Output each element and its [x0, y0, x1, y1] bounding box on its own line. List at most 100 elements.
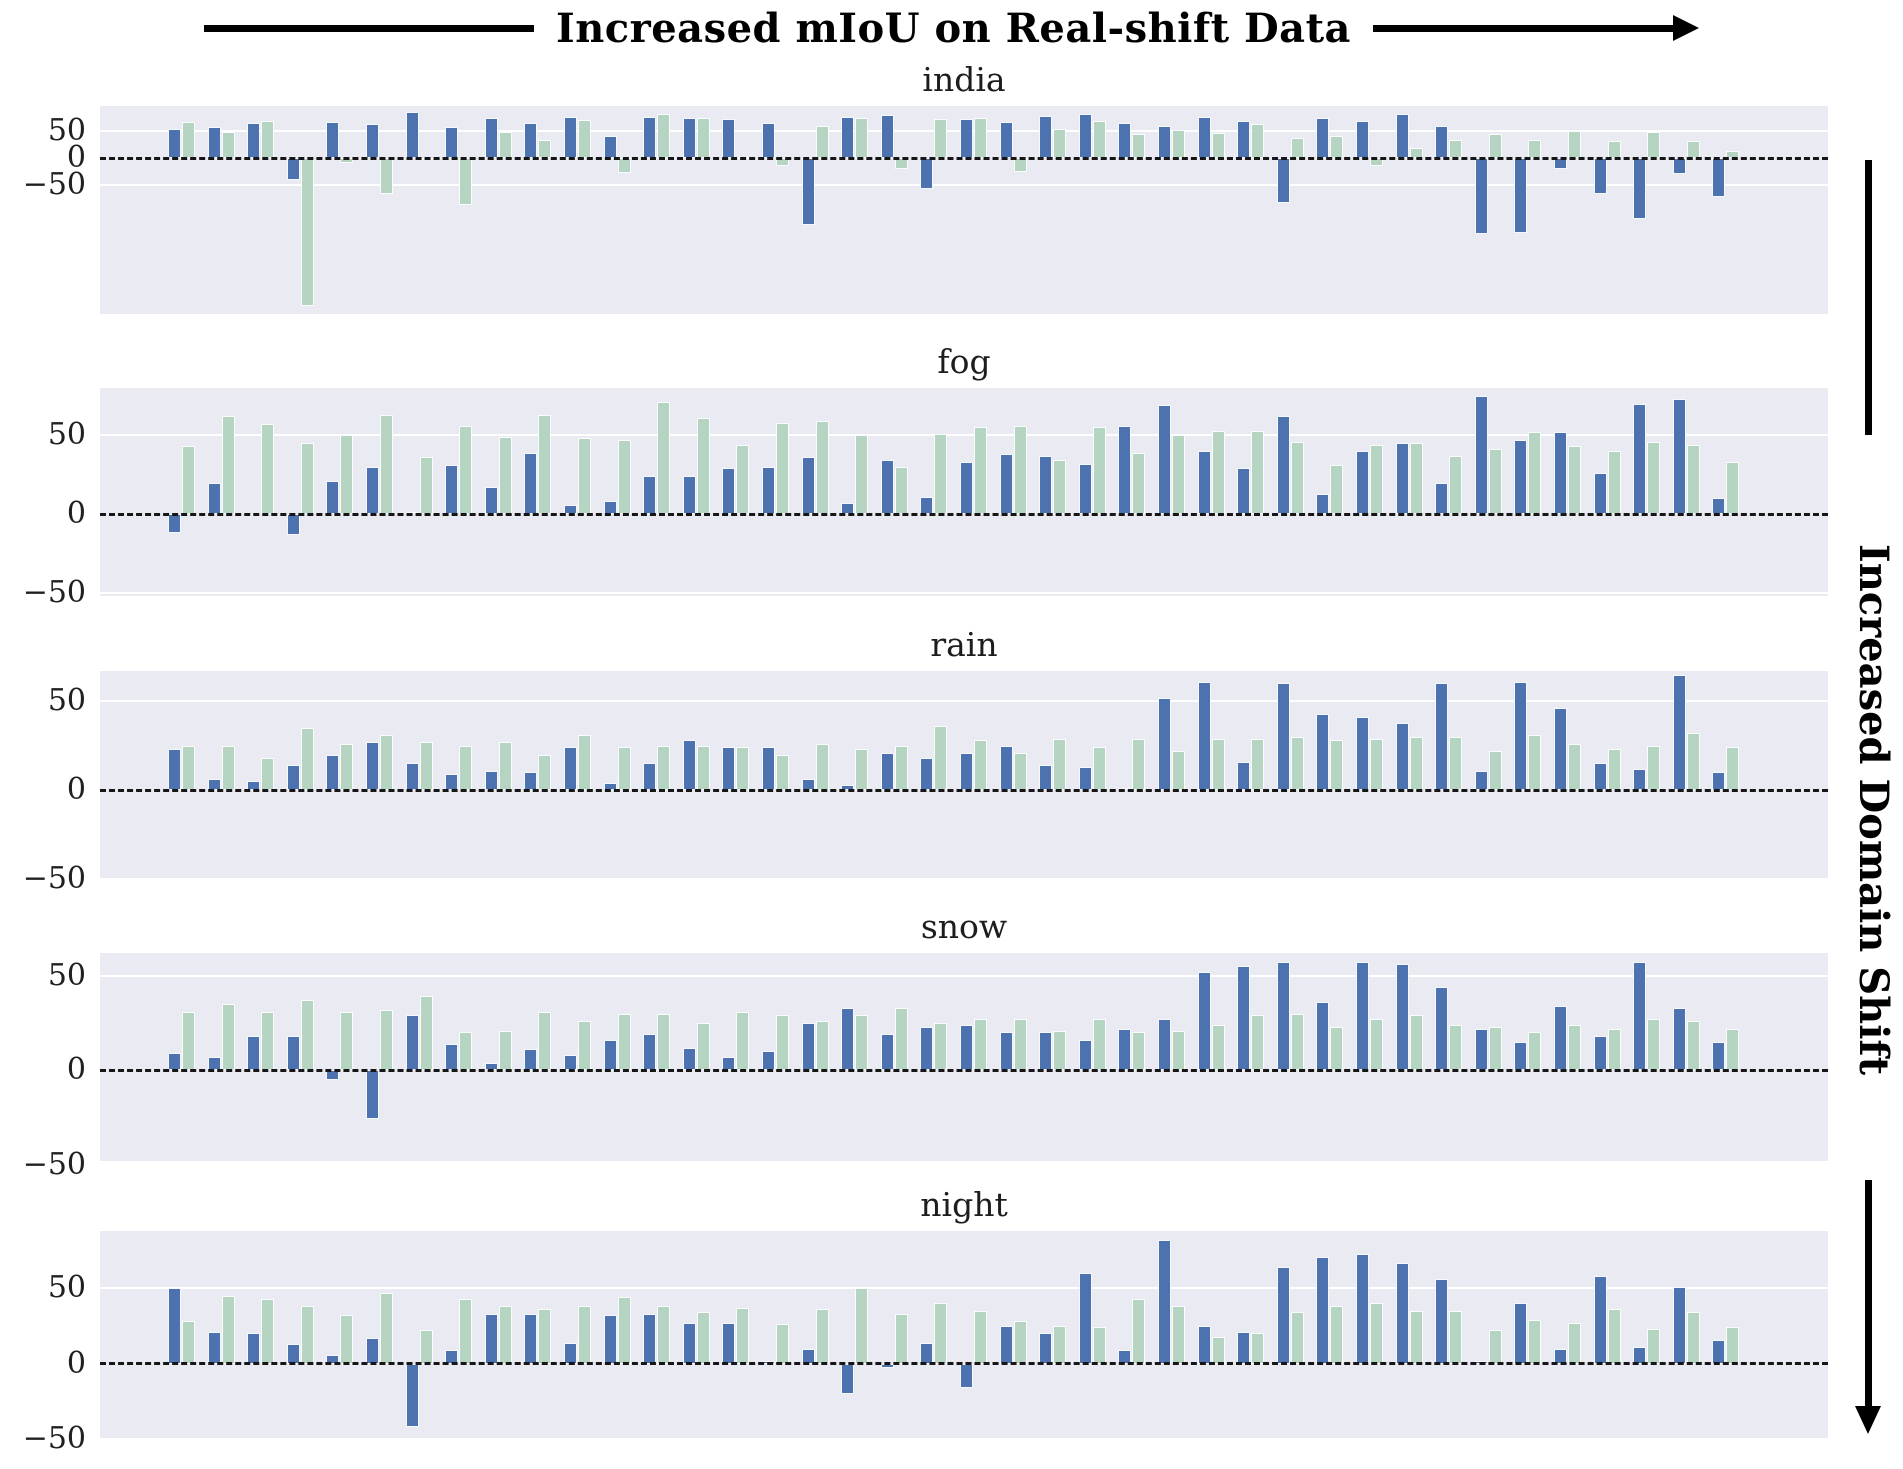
bar-blue-fog-2 [207, 482, 221, 515]
subplot-title-night: night [920, 1185, 1008, 1224]
gridline-y50 [100, 1287, 1828, 1290]
bar-green-fog-25 [1132, 452, 1146, 515]
bar-blue-night-4 [286, 1344, 300, 1364]
bar-blue-snow-40 [1712, 1041, 1726, 1071]
bar-green-night-32 [1409, 1310, 1423, 1364]
bar-blue-night-11 [564, 1342, 577, 1364]
bar-blue-fog-38 [1633, 403, 1647, 515]
bar-green-snow-16 [776, 1015, 789, 1071]
bar-green-fog-38 [1647, 441, 1661, 515]
bar-blue-snow-22 [999, 1032, 1013, 1071]
bar-green-india-11 [578, 119, 591, 159]
bar-blue-india-21 [960, 119, 973, 159]
bar-green-night-22 [1013, 1321, 1027, 1364]
bar-green-fog-29 [1290, 441, 1304, 515]
bar-green-rain-17 [815, 743, 829, 791]
bar-green-snow-22 [1013, 1019, 1027, 1071]
bar-green-fog-27 [1211, 430, 1225, 515]
bar-blue-snow-19 [880, 1034, 894, 1071]
bar-green-night-15 [736, 1307, 750, 1364]
bar-blue-rain-37 [1593, 763, 1607, 791]
bar-blue-india-11 [564, 116, 577, 159]
bar-green-rain-21 [974, 740, 987, 791]
bar-green-snow-6 [380, 1009, 393, 1071]
bar-green-fog-8 [459, 425, 473, 515]
bar-green-india-29 [1290, 138, 1304, 159]
bar-green-india-22 [1013, 158, 1027, 173]
bar-green-snow-8 [459, 1032, 473, 1071]
bar-green-rain-36 [1568, 743, 1581, 791]
bar-green-fog-23 [1053, 460, 1067, 515]
bar-green-snow-39 [1686, 1021, 1700, 1071]
zero-dashed-line [100, 1068, 1828, 1072]
bar-green-snow-27 [1211, 1024, 1225, 1071]
gridline-y-50 [100, 1438, 1828, 1440]
bar-green-night-6 [380, 1292, 393, 1364]
bar-blue-fog-21 [960, 462, 973, 515]
bar-blue-night-22 [999, 1325, 1013, 1364]
bar-blue-india-3 [247, 123, 261, 159]
bar-green-snow-40 [1726, 1028, 1740, 1071]
bar-blue-india-34 [1474, 158, 1488, 235]
bar-blue-india-5 [326, 121, 340, 159]
bar-blue-night-14 [682, 1322, 696, 1364]
bar-blue-india-37 [1593, 158, 1607, 195]
bar-blue-snow-7 [405, 1015, 419, 1071]
bar-blue-night-38 [1633, 1347, 1647, 1364]
bar-blue-snow-16 [762, 1051, 775, 1071]
bar-blue-fog-4 [286, 514, 300, 535]
bar-green-snow-28 [1251, 1015, 1265, 1071]
ytick-label: 0 [66, 1052, 86, 1088]
gridline-y50 [100, 974, 1828, 977]
bar-blue-snow-29 [1276, 962, 1290, 1071]
bar-green-rain-23 [1053, 738, 1067, 791]
bar-green-rain-2 [221, 745, 235, 791]
bar-blue-night-26 [1158, 1240, 1171, 1364]
bar-green-snow-13 [657, 1013, 671, 1071]
bar-green-fog-12 [617, 440, 631, 515]
bar-green-india-28 [1251, 123, 1265, 159]
right-arrowhead-icon [1672, 15, 1699, 41]
bar-blue-rain-35 [1514, 681, 1528, 791]
bar-green-fog-35 [1528, 432, 1542, 515]
bar-blue-rain-13 [643, 763, 657, 791]
bar-blue-fog-24 [1078, 463, 1092, 515]
gridline-y50 [100, 700, 1828, 703]
bar-green-india-35 [1528, 139, 1542, 159]
bar-blue-night-7 [405, 1363, 419, 1427]
bar-blue-night-29 [1276, 1267, 1290, 1364]
bar-green-india-33 [1449, 140, 1463, 159]
bar-blue-night-6 [366, 1338, 379, 1364]
bar-blue-india-7 [405, 112, 419, 159]
bar-blue-fog-10 [524, 452, 538, 515]
bar-green-night-2 [221, 1295, 235, 1364]
bar-green-night-20 [934, 1303, 948, 1364]
bar-blue-rain-1 [168, 749, 181, 791]
bar-green-fog-4 [300, 443, 314, 515]
bar-blue-fog-29 [1276, 416, 1290, 515]
bar-green-fog-13 [657, 402, 671, 515]
bar-green-night-16 [776, 1324, 789, 1364]
bar-green-night-38 [1647, 1328, 1661, 1364]
bar-blue-rain-15 [722, 747, 736, 791]
bar-blue-fog-34 [1474, 395, 1488, 515]
gridline-y-50 [100, 591, 1828, 594]
bar-green-india-21 [974, 118, 987, 159]
bar-green-snow-3 [261, 1011, 275, 1071]
bar-blue-rain-27 [1197, 681, 1211, 791]
bar-blue-fog-31 [1356, 451, 1369, 515]
bar-green-india-26 [1172, 130, 1185, 159]
bar-green-night-4 [300, 1306, 314, 1364]
bar-green-fog-30 [1330, 465, 1344, 515]
bar-green-fog-11 [578, 438, 591, 515]
bar-green-rain-3 [261, 758, 275, 791]
bar-green-snow-29 [1290, 1013, 1304, 1071]
bar-green-snow-24 [1092, 1019, 1106, 1071]
bar-green-night-9 [498, 1306, 512, 1364]
bar-green-fog-24 [1092, 427, 1106, 515]
bar-blue-india-8 [445, 127, 459, 159]
ytick-label: 0 [66, 772, 86, 808]
ytick-label: 50 [47, 957, 86, 993]
bar-blue-rain-28 [1237, 761, 1251, 791]
